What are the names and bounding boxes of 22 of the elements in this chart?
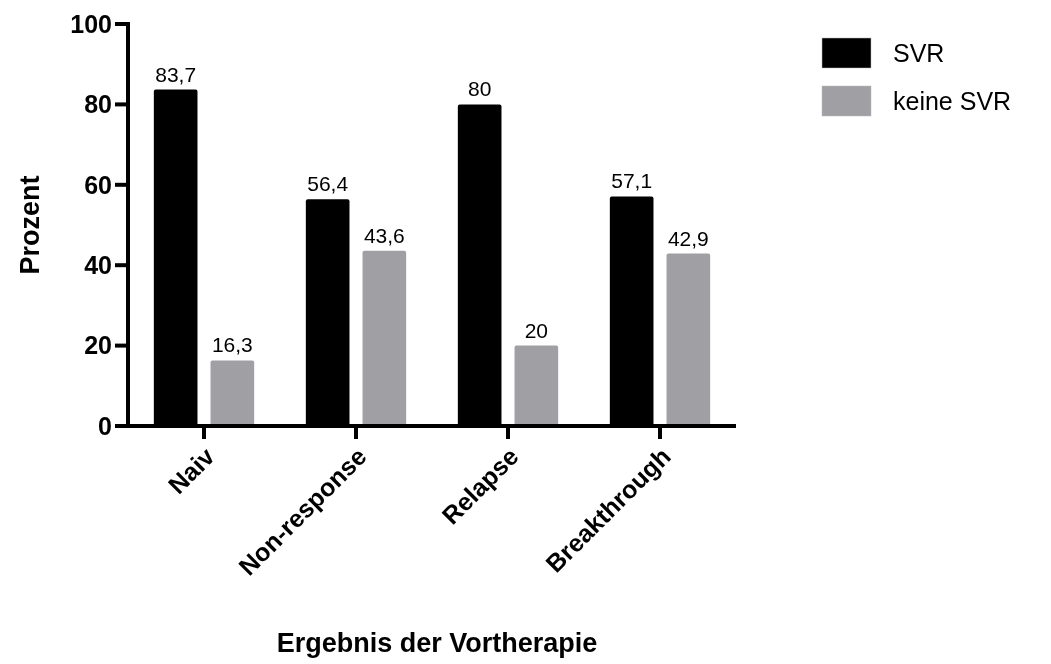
data-label: 56,4 (307, 172, 349, 196)
y-tick-label: 0 (98, 411, 112, 440)
bar (666, 253, 711, 426)
bar (210, 360, 255, 426)
y-tick-label: 100 (70, 9, 112, 38)
bar (362, 250, 407, 426)
x-axis-title: Ergebnis der Vortherapie (276, 628, 598, 658)
legend-label: SVR (893, 39, 945, 67)
data-label: 42,9 (667, 226, 709, 250)
data-label: 83,7 (155, 62, 197, 86)
legend-label: keine SVR (893, 87, 1012, 115)
data-label: 80 (467, 77, 492, 101)
data-label: 20 (524, 318, 549, 342)
data-label: 16,3 (211, 333, 253, 357)
bar (514, 345, 559, 426)
y-tick-label: 80 (84, 90, 112, 119)
y-tick-label: 20 (84, 331, 112, 360)
y-tick-label: 60 (84, 170, 112, 199)
y-axis-title: Prozent (15, 175, 45, 275)
y-tick-label: 40 (84, 250, 112, 279)
data-label: 43,6 (363, 223, 405, 247)
data-label: 57,1 (611, 169, 653, 193)
